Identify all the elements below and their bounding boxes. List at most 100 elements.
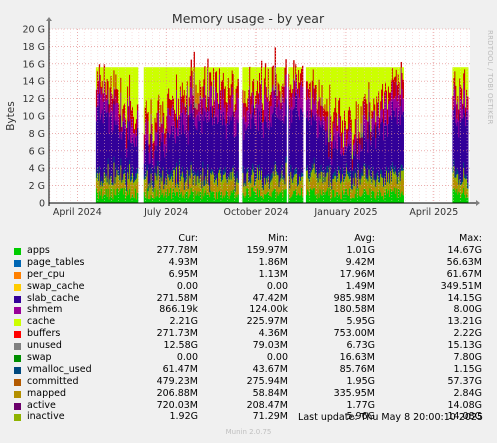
area-apps: [260, 195, 263, 203]
legend-swatch: [14, 343, 21, 351]
area-shmem: [259, 92, 261, 112]
area-inactive: [463, 168, 465, 175]
area-slab: [168, 132, 170, 176]
area-apps: [341, 199, 343, 203]
area-apps: [211, 192, 213, 203]
area-shmem: [398, 87, 401, 111]
area-apps: [348, 188, 351, 203]
area-buffers: [350, 185, 353, 189]
area-cache: [237, 67, 239, 79]
area-active: [210, 180, 212, 191]
area-slab: [115, 124, 117, 175]
area-active: [161, 185, 163, 195]
area-shmem: [214, 114, 216, 125]
area-inactive: [123, 173, 125, 183]
area-shmem: [266, 102, 269, 128]
area-apps: [148, 199, 151, 203]
area-slab: [235, 135, 237, 176]
area-red: [337, 125, 339, 132]
area-apps: [324, 194, 326, 203]
area-red: [266, 97, 269, 103]
area-cache: [180, 67, 183, 97]
area-shmem: [153, 150, 155, 169]
area-apps: [199, 191, 201, 203]
area-shmem: [205, 108, 207, 117]
area-cache: [282, 67, 284, 84]
y-tick-label: 12 G: [23, 94, 45, 105]
area-red: [289, 89, 291, 109]
area-slab: [150, 132, 152, 168]
area-inactive: [150, 173, 152, 184]
area-cache: [214, 67, 216, 101]
area-red: [112, 98, 114, 104]
area-apps: [157, 189, 159, 203]
area-red: [339, 97, 341, 119]
area-cache: [255, 67, 257, 96]
area-inactive: [149, 187, 151, 196]
area-inactive: [200, 174, 202, 177]
area-cache: [369, 67, 371, 103]
area-shmem: [117, 103, 119, 125]
area-active: [101, 191, 104, 199]
legend-swatch: [14, 283, 21, 291]
area-cache: [133, 67, 136, 130]
area-cache: [306, 67, 309, 82]
area-active: [454, 179, 456, 191]
area-cache: [455, 67, 457, 86]
area-active: [388, 190, 391, 197]
area-red: [218, 68, 221, 75]
area-slab: [207, 97, 209, 165]
area-buffers: [181, 166, 184, 172]
area-slab: [123, 121, 125, 171]
area-slab: [349, 143, 352, 171]
area-slab: [129, 121, 131, 161]
area-cache: [201, 67, 203, 100]
area-apps: [255, 193, 257, 203]
area-apps: [459, 192, 461, 203]
area-shmem: [207, 69, 209, 98]
area-cache: [341, 67, 343, 133]
area-slab: [234, 136, 236, 188]
area-active: [212, 175, 214, 192]
area-red: [259, 84, 262, 100]
area-apps: [183, 198, 186, 203]
area-cache: [200, 67, 202, 87]
area-slab: [220, 113, 223, 178]
area-shmem: [150, 114, 152, 133]
area-shmem: [230, 97, 233, 121]
area-buffers: [308, 176, 311, 182]
area-buffers: [319, 175, 321, 180]
area-red: [348, 106, 351, 124]
area-shmem: [466, 95, 468, 112]
area-slab: [272, 112, 275, 168]
legend-min-value: 275.94M: [246, 375, 288, 387]
area-active: [116, 173, 118, 189]
area-inactive: [457, 173, 459, 183]
area-inactive: [322, 183, 324, 187]
area-red: [220, 81, 223, 91]
legend-row-unused: unused 12.58G 79.03M 6.73G 15.13G: [0, 340, 497, 352]
legend-cur-value: 479.23M: [156, 375, 198, 387]
area-slab: [313, 120, 316, 158]
area-active: [168, 179, 170, 196]
area-apps: [275, 198, 277, 203]
area-slab: [210, 106, 212, 172]
area-buffers: [327, 166, 329, 173]
area-buffers: [374, 178, 376, 181]
area-apps: [150, 194, 152, 203]
area-apps: [343, 194, 345, 203]
area-slab: [149, 163, 151, 184]
area-active: [194, 182, 196, 191]
area-buffers: [371, 177, 373, 184]
area-inactive: [325, 176, 327, 180]
area-shmem: [228, 104, 231, 125]
area-buffers: [198, 179, 200, 183]
area-shmem: [234, 112, 236, 137]
area-active: [272, 176, 275, 191]
area-active: [148, 190, 151, 200]
area-shmem: [180, 112, 183, 135]
area-buffers: [115, 174, 117, 178]
area-cache: [309, 67, 312, 83]
area-apps: [334, 197, 336, 203]
area-slab: [337, 149, 339, 176]
